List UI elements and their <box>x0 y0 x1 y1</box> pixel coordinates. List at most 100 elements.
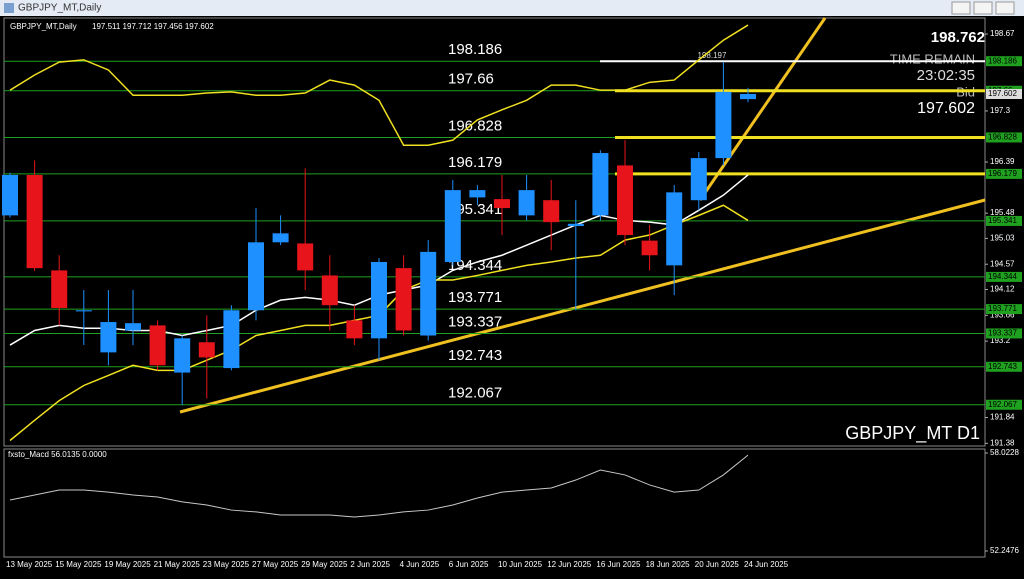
y-tick-label: 195.48 <box>990 208 1015 217</box>
x-tick-label: 2 Jun 2025 <box>350 560 390 569</box>
minimize-button[interactable] <box>951 1 971 15</box>
level-tag-label: 192.067 <box>988 400 1017 409</box>
high-label: 198.197 <box>698 51 727 60</box>
candle-body <box>321 275 338 306</box>
candle-body <box>272 233 289 243</box>
candle-body <box>75 310 92 312</box>
candle-body <box>100 322 117 353</box>
level-tag-label: 196.828 <box>988 133 1017 142</box>
level-label: 196.179 <box>448 154 502 171</box>
x-tick-label: 6 Jun 2025 <box>449 560 489 569</box>
candle-body <box>125 323 141 331</box>
y-tick-label: 197.3 <box>990 106 1011 115</box>
y-tick-label: 196.39 <box>990 157 1015 166</box>
candle-body <box>198 342 215 358</box>
x-tick-label: 23 May 2025 <box>203 560 250 569</box>
title-bar <box>0 0 1024 16</box>
candle-body <box>715 91 732 159</box>
candle-body <box>543 200 560 223</box>
x-tick-label: 15 May 2025 <box>55 560 102 569</box>
x-tick-label: 21 May 2025 <box>154 560 201 569</box>
candle-body <box>641 240 658 256</box>
level-label: 192.743 <box>448 347 502 364</box>
level-tag <box>986 168 1022 179</box>
level-tag <box>986 215 1022 226</box>
level-label: 193.337 <box>448 313 502 330</box>
level-tag <box>986 56 1022 67</box>
level-label: 197.66 <box>448 71 494 88</box>
trend-line <box>179 198 986 414</box>
x-tick-label: 20 Jun 2025 <box>695 560 740 569</box>
level-label: 194.344 <box>448 257 502 274</box>
candle-body <box>346 320 363 339</box>
level-tag <box>986 399 1022 410</box>
level-label: 193.771 <box>448 289 502 306</box>
bid-tag-label: 197.602 <box>988 89 1017 98</box>
price-big: 198.762 <box>931 29 985 46</box>
candle-body <box>592 153 609 216</box>
candle-body <box>51 270 68 309</box>
y-tick-label: 198.67 <box>990 29 1015 38</box>
y-tick-label: 58.0228 <box>990 448 1019 457</box>
level-tag-label: 195.341 <box>988 216 1017 225</box>
candle-body <box>518 190 535 216</box>
level-label: 198.186 <box>448 41 502 58</box>
level-tag-label: 194.344 <box>988 272 1017 281</box>
candle-body <box>617 165 633 236</box>
y-tick-label: 193.66 <box>990 310 1015 319</box>
candle-body <box>174 338 191 373</box>
candle-body <box>444 190 461 262</box>
level-tag-label: 196.179 <box>988 169 1017 178</box>
level-tag <box>986 328 1022 339</box>
y-tick-label: 194.12 <box>990 285 1015 294</box>
y-tick-label: 191.84 <box>990 413 1015 422</box>
x-tick-label: 12 Jun 2025 <box>547 560 592 569</box>
level-tag <box>986 271 1022 282</box>
trend-line <box>698 17 827 201</box>
candle-body <box>297 243 314 271</box>
level-tag <box>986 132 1022 143</box>
candle-body <box>567 223 584 227</box>
ohlc-values: 197.511 197.712 197.456 197.602 <box>92 22 214 31</box>
candle-body <box>371 261 387 339</box>
x-tick-label: 10 Jun 2025 <box>498 560 543 569</box>
candle-body <box>690 158 707 201</box>
x-tick-label: 27 May 2025 <box>252 560 299 569</box>
level-tag-label: 193.771 <box>988 304 1017 313</box>
time-label: TIME REMAIN <box>890 51 975 66</box>
close-button[interactable] <box>995 1 1015 15</box>
level-tag <box>986 361 1022 372</box>
level-label: 192.067 <box>448 385 502 402</box>
symbol-label: GBPJPY_MT D1 <box>845 423 980 444</box>
bid-tag <box>986 88 1022 99</box>
candle-body <box>223 310 240 369</box>
maximize-button[interactable] <box>973 1 993 15</box>
x-tick-label: 19 May 2025 <box>104 560 151 569</box>
candle-body <box>248 242 264 311</box>
y-tick-label: 191.38 <box>990 438 1015 447</box>
candle-body <box>26 174 43 269</box>
level-label: 196.828 <box>448 117 502 134</box>
overlay-line <box>9 24 749 146</box>
candle-body <box>2 174 18 216</box>
level-tag-label: 198.186 <box>988 56 1017 65</box>
level-tag-label: 192.743 <box>988 362 1017 371</box>
level-tag-label: 193.337 <box>988 329 1017 338</box>
x-tick-label: 13 May 2025 <box>6 560 53 569</box>
y-tick-label: 194.57 <box>990 259 1015 268</box>
x-tick-label: 29 May 2025 <box>301 560 348 569</box>
candle-body <box>469 190 486 198</box>
x-tick-label: 18 Jun 2025 <box>646 560 691 569</box>
window-icon <box>4 3 14 13</box>
candle-body <box>494 199 510 209</box>
x-tick-label: 16 Jun 2025 <box>596 560 641 569</box>
candle-body <box>149 325 166 366</box>
y-tick-label: 193.2 <box>990 336 1011 345</box>
level-label: 195.341 <box>448 201 502 218</box>
chart-title: GBPJPY_MT,Daily <box>10 22 77 31</box>
level-tag <box>986 304 1022 315</box>
bid-price: 197.602 <box>917 100 975 117</box>
y-tick-label: 52.2476 <box>990 546 1019 555</box>
